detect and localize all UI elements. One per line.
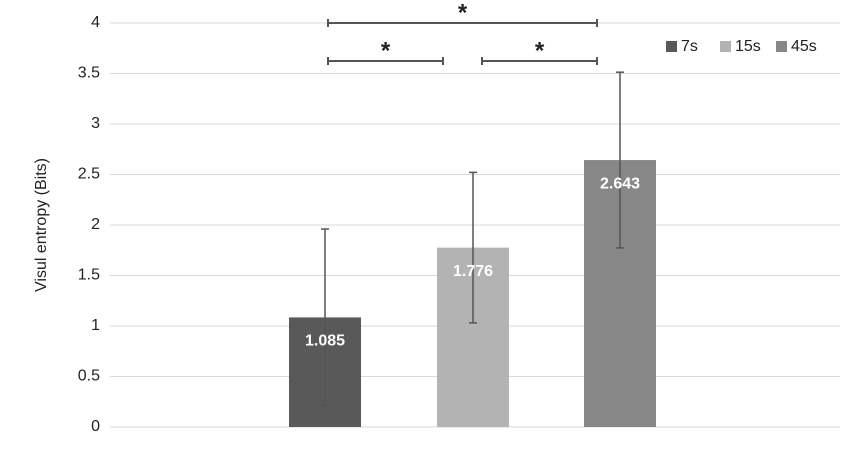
y-tick-label: 4 (91, 14, 100, 31)
data-label: 1.085 (305, 333, 345, 350)
legend-label: 15s (735, 38, 761, 55)
legend-swatch (720, 41, 731, 52)
y-tick-label: 3 (91, 115, 100, 132)
y-tick-label: 3.5 (78, 65, 100, 82)
y-tick-label: 2.5 (78, 166, 100, 183)
significance-mark: * (458, 0, 468, 26)
legend-label: 45s (791, 38, 817, 55)
significance-mark: * (381, 37, 391, 64)
legend-label: 7s (681, 38, 698, 55)
legend-swatch (776, 41, 787, 52)
data-label: 1.776 (453, 263, 493, 280)
y-axis-label: Visul entropy (Bits) (33, 158, 50, 292)
y-tick-label: 1.5 (78, 267, 100, 284)
y-tick-label: 0 (91, 418, 100, 435)
data-label: 2.643 (600, 175, 640, 192)
y-tick-label: 0.5 (78, 368, 100, 385)
legend-swatch (666, 41, 677, 52)
y-tick-label: 2 (91, 216, 100, 233)
y-tick-label: 1 (91, 317, 100, 334)
significance-mark: * (535, 37, 545, 64)
